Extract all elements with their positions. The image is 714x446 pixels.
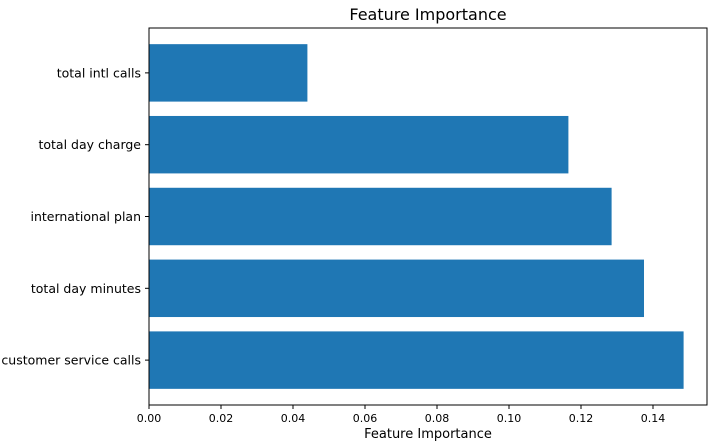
x-tick-label: 0.12 bbox=[569, 412, 594, 425]
y-tick-label: customer service calls bbox=[1, 353, 141, 368]
x-tick-label: 0.10 bbox=[497, 412, 522, 425]
y-tick-label: international plan bbox=[30, 209, 141, 224]
x-tick-label: 0.04 bbox=[281, 412, 306, 425]
bar-total-day-minutes bbox=[149, 259, 644, 318]
y-tick-label: total day minutes bbox=[31, 281, 141, 296]
bars-layer bbox=[149, 44, 684, 389]
x-tick-label: 0.00 bbox=[137, 412, 162, 425]
y-tick-label: total day charge bbox=[38, 137, 141, 152]
bar-customer-service-calls bbox=[149, 331, 684, 389]
bar-international-plan bbox=[149, 187, 612, 246]
plot-frame bbox=[148, 27, 708, 406]
x-tick-label: 0.06 bbox=[353, 412, 378, 425]
x-tick-label: 0.02 bbox=[209, 412, 234, 425]
bar-total-intl-calls bbox=[149, 44, 308, 102]
x-tick-label: 0.14 bbox=[641, 412, 666, 425]
x-tick-label: 0.08 bbox=[425, 412, 450, 425]
chart-title: Feature Importance bbox=[349, 5, 506, 24]
y-axis-ticks: customer service calls total day minutes i… bbox=[1, 65, 149, 368]
x-axis-label: Feature Importance bbox=[364, 427, 492, 442]
y-tick-label: total intl calls bbox=[57, 65, 141, 80]
bar-total-day-charge bbox=[149, 115, 569, 174]
x-axis-ticks: 0.00 0.02 0.04 0.06 0.08 0.10 0.12 0.14 bbox=[137, 405, 666, 425]
